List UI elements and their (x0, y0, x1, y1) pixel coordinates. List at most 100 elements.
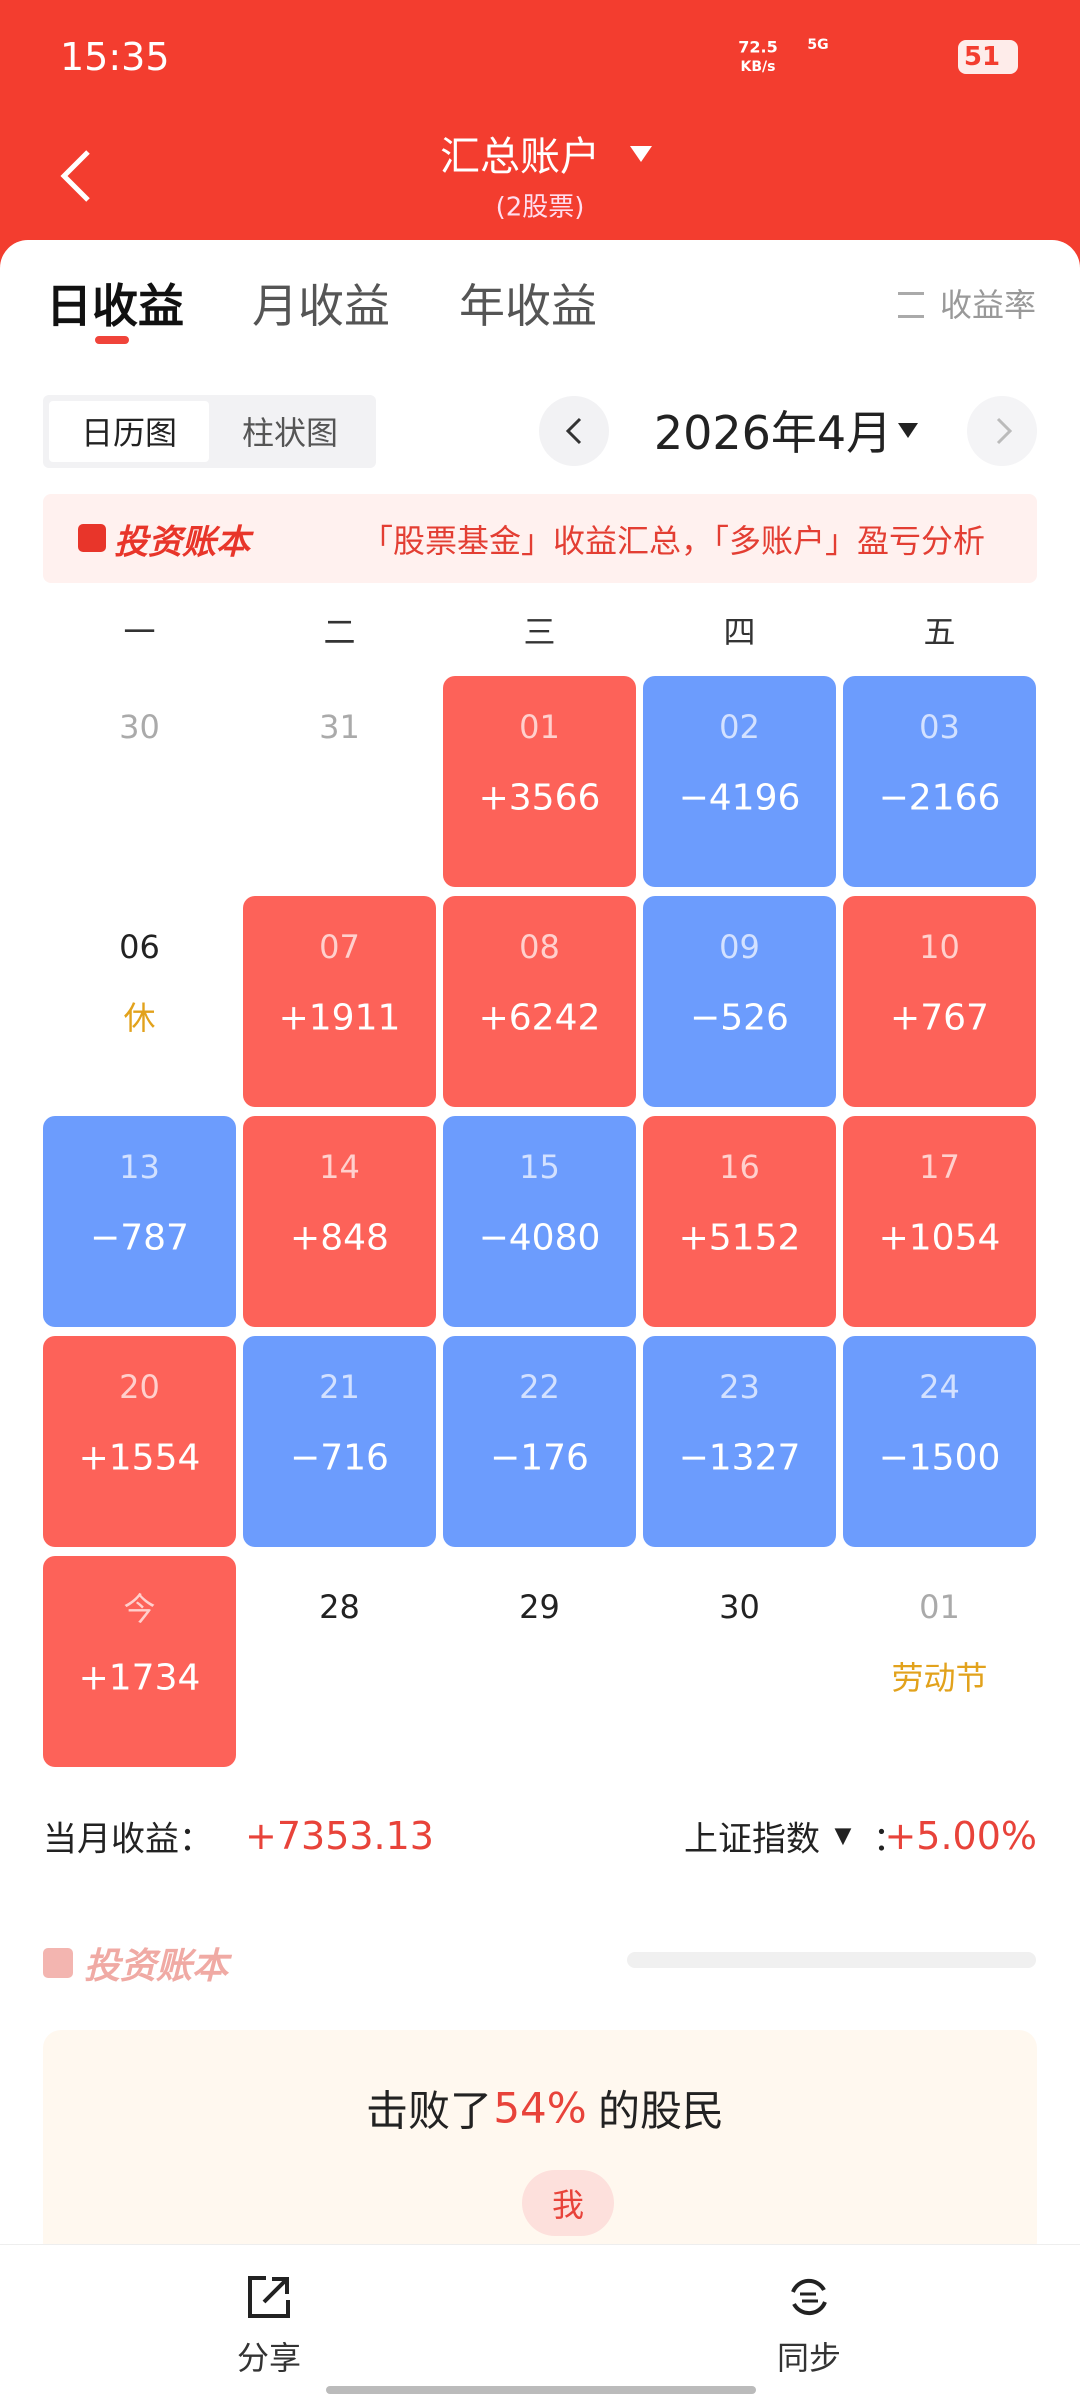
day-cell[interactable] (443, 1336, 636, 1547)
rank-me: 我 (551, 2186, 585, 2224)
day-number: 08 (519, 928, 560, 966)
day-number: 20 (119, 1368, 160, 1406)
day-profit: −4196 (678, 777, 801, 819)
net-speed: 72.5 (738, 37, 778, 57)
day-cell[interactable] (43, 1336, 236, 1547)
month-arrow (898, 423, 918, 438)
day-profit: −2166 (878, 777, 1001, 819)
day-number: 22 (519, 1368, 560, 1406)
sync-icon[interactable] (786, 2274, 832, 2320)
day-cell[interactable] (843, 1336, 1036, 1547)
day-number: 23 (719, 1368, 760, 1406)
day-number: 07 (319, 928, 360, 966)
rank-percent: 54% (493, 2083, 587, 2133)
brand2-logo (43, 1948, 73, 1978)
banner-brand: 投资账本 (114, 522, 250, 563)
battery-level: 51 (963, 42, 1001, 72)
rate-toggle[interactable]: 收益率 (939, 286, 1036, 324)
brand2: 投资账本 (84, 1946, 229, 1987)
prev-icon (565, 417, 582, 445)
day-cell[interactable] (643, 1116, 836, 1327)
day-number: 14 (319, 1148, 360, 1186)
slider (627, 1952, 1036, 1968)
next-month[interactable] (967, 396, 1037, 466)
day-number: 29 (519, 1588, 560, 1626)
day-number: 31 (319, 708, 360, 746)
weekday: 四 (723, 613, 756, 651)
brand-logo (78, 524, 106, 552)
day-number: 10 (919, 928, 960, 966)
day-cell[interactable] (443, 1116, 636, 1327)
index-colon: ： (873, 1819, 907, 1860)
battery (958, 40, 1018, 74)
weekday: 五 (923, 613, 956, 651)
day-profit: +6242 (478, 997, 601, 1039)
day-profit: −716 (290, 1437, 389, 1479)
day-number: 01 (519, 708, 560, 746)
day-number: 03 (919, 708, 960, 746)
day-cell[interactable] (843, 1116, 1036, 1327)
day-cell[interactable] (243, 1116, 436, 1327)
bottom-action[interactable]: 同步 (776, 2339, 842, 2377)
day-profit: −4080 (478, 1217, 601, 1259)
day-number: 30 (119, 708, 160, 746)
tab[interactable]: 年收益 (459, 279, 597, 333)
back-icon[interactable] (58, 148, 94, 204)
day-cell[interactable] (443, 896, 636, 1107)
day-cell[interactable] (43, 1116, 236, 1327)
day-note: 劳动节 (891, 1659, 988, 1697)
day-cell[interactable] (443, 676, 636, 887)
day-number: 09 (719, 928, 760, 966)
index-label[interactable]: 上证指数 (684, 1819, 820, 1860)
day-number: 16 (719, 1148, 760, 1186)
header-title[interactable]: 汇总账户 (440, 134, 600, 180)
day-cell[interactable] (843, 676, 1036, 887)
rate-icon (898, 292, 924, 318)
day-profit: +1554 (78, 1437, 201, 1479)
tab[interactable]: 日收益 (46, 279, 184, 333)
view-active (49, 401, 209, 462)
net-unit: KB/s (740, 59, 776, 75)
tab-indicator (95, 336, 129, 344)
index-value: +5.00% (884, 1814, 1037, 1858)
view-option[interactable]: 柱状图 (241, 414, 339, 452)
day-profit: +767 (890, 997, 989, 1039)
day-profit: +3566 (478, 777, 601, 819)
share-icon[interactable] (246, 2274, 292, 2320)
banner-text: 「股票基金」收益汇总，「多账户」盈亏分析 (360, 522, 985, 560)
day-cell[interactable] (643, 896, 836, 1107)
summary-value: +7353.13 (245, 1814, 434, 1858)
day-profit: +848 (290, 1217, 389, 1259)
day-cell[interactable] (843, 896, 1036, 1107)
day-number: 28 (319, 1588, 360, 1626)
day-cell[interactable] (243, 896, 436, 1107)
day-number: 24 (919, 1368, 960, 1406)
day-number: 06 (119, 928, 160, 966)
day-profit: −526 (690, 997, 789, 1039)
bottom-action[interactable]: 分享 (236, 2339, 302, 2377)
day-number: 15 (519, 1148, 560, 1186)
day-cell[interactable] (243, 1336, 436, 1547)
day-number: 30 (719, 1588, 760, 1626)
day-number: 01 (919, 1588, 960, 1626)
day-cell[interactable] (643, 1336, 836, 1547)
me-bubble (522, 2170, 614, 2236)
tab[interactable]: 月收益 (252, 279, 390, 333)
day-number: 今 (123, 1590, 156, 1628)
bottom-bar (0, 2244, 1080, 2400)
day-number: 02 (719, 708, 760, 746)
day-note: 休 (123, 999, 156, 1037)
prev-month[interactable] (539, 396, 609, 466)
day-cell[interactable] (43, 1556, 236, 1767)
day-profit: −176 (490, 1437, 589, 1479)
index-arrow[interactable]: ▼ (834, 1823, 852, 1849)
banner[interactable] (43, 494, 1037, 583)
weekday: 二 (323, 613, 356, 651)
day-number: 17 (919, 1148, 960, 1186)
header-subtitle: (2股票) (495, 192, 585, 223)
rank-before: 击败了 (365, 2086, 492, 2136)
day-cell[interactable] (643, 676, 836, 887)
view-option[interactable]: 日历图 (80, 414, 178, 452)
month[interactable]: 2026年4月 (653, 406, 893, 460)
